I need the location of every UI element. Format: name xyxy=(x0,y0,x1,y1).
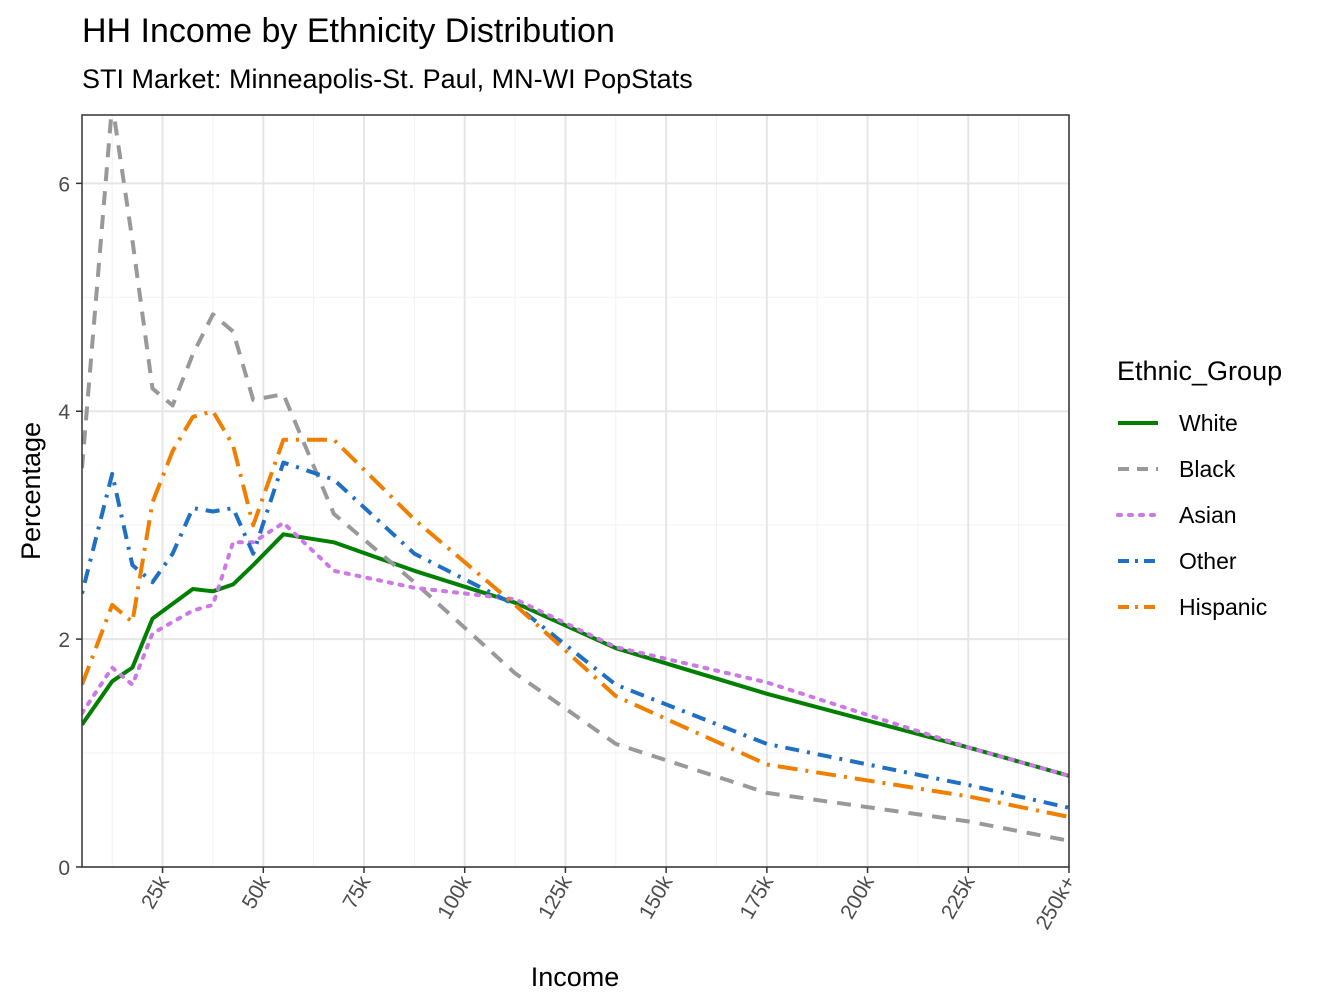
x-tick-label: 150k xyxy=(635,872,678,923)
series-line-hispanic xyxy=(82,409,1069,819)
x-tick-label: 125k xyxy=(534,872,577,923)
grid-lines xyxy=(82,115,1070,868)
x-tick-label: 250k+ xyxy=(1032,872,1081,934)
legend-title: Ethnic_Group xyxy=(1117,356,1282,386)
chart-subtitle: STI Market: Minneapolis-St. Paul, MN-WI … xyxy=(82,64,693,94)
axes: 0 2 4 6 25k 50k 75k 100k 125k 150k 175k 200k 225k 250… xyxy=(58,173,1080,933)
series-lines xyxy=(82,115,1069,843)
legend: Ethnic_Group White Black Asian Other Hispani… xyxy=(1116,356,1282,620)
x-axis-label: Income xyxy=(531,962,620,992)
legend-label-black: Black xyxy=(1179,456,1236,482)
x-tick-label: 100k xyxy=(433,872,476,923)
x-tick-label: 25k xyxy=(137,872,174,913)
x-tick-label: 75k xyxy=(338,872,375,913)
series-line-black xyxy=(82,115,1069,843)
plot-panel-border xyxy=(81,114,1070,868)
legend-label-white: White xyxy=(1179,410,1238,436)
x-tick-label: 175k xyxy=(735,872,778,923)
series-line-white xyxy=(82,532,1069,778)
series-line-asian xyxy=(82,520,1069,778)
x-tick-label: 50k xyxy=(238,872,275,913)
chart-title: HH Income by Ethnicity Distribution xyxy=(82,12,615,50)
legend-label-asian: Asian xyxy=(1179,502,1237,528)
legend-label-hispanic: Hispanic xyxy=(1179,594,1267,620)
y-tick-label: 0 xyxy=(58,857,70,880)
y-tick-label: 2 xyxy=(58,629,70,652)
x-tick-label: 225k xyxy=(937,872,980,923)
y-axis-label: Percentage xyxy=(16,422,46,560)
y-tick-label: 4 xyxy=(58,401,70,424)
series-line-other xyxy=(82,460,1069,810)
legend-label-other: Other xyxy=(1179,548,1237,574)
x-tick-label: 200k xyxy=(836,872,879,923)
y-tick-label: 6 xyxy=(58,173,70,196)
